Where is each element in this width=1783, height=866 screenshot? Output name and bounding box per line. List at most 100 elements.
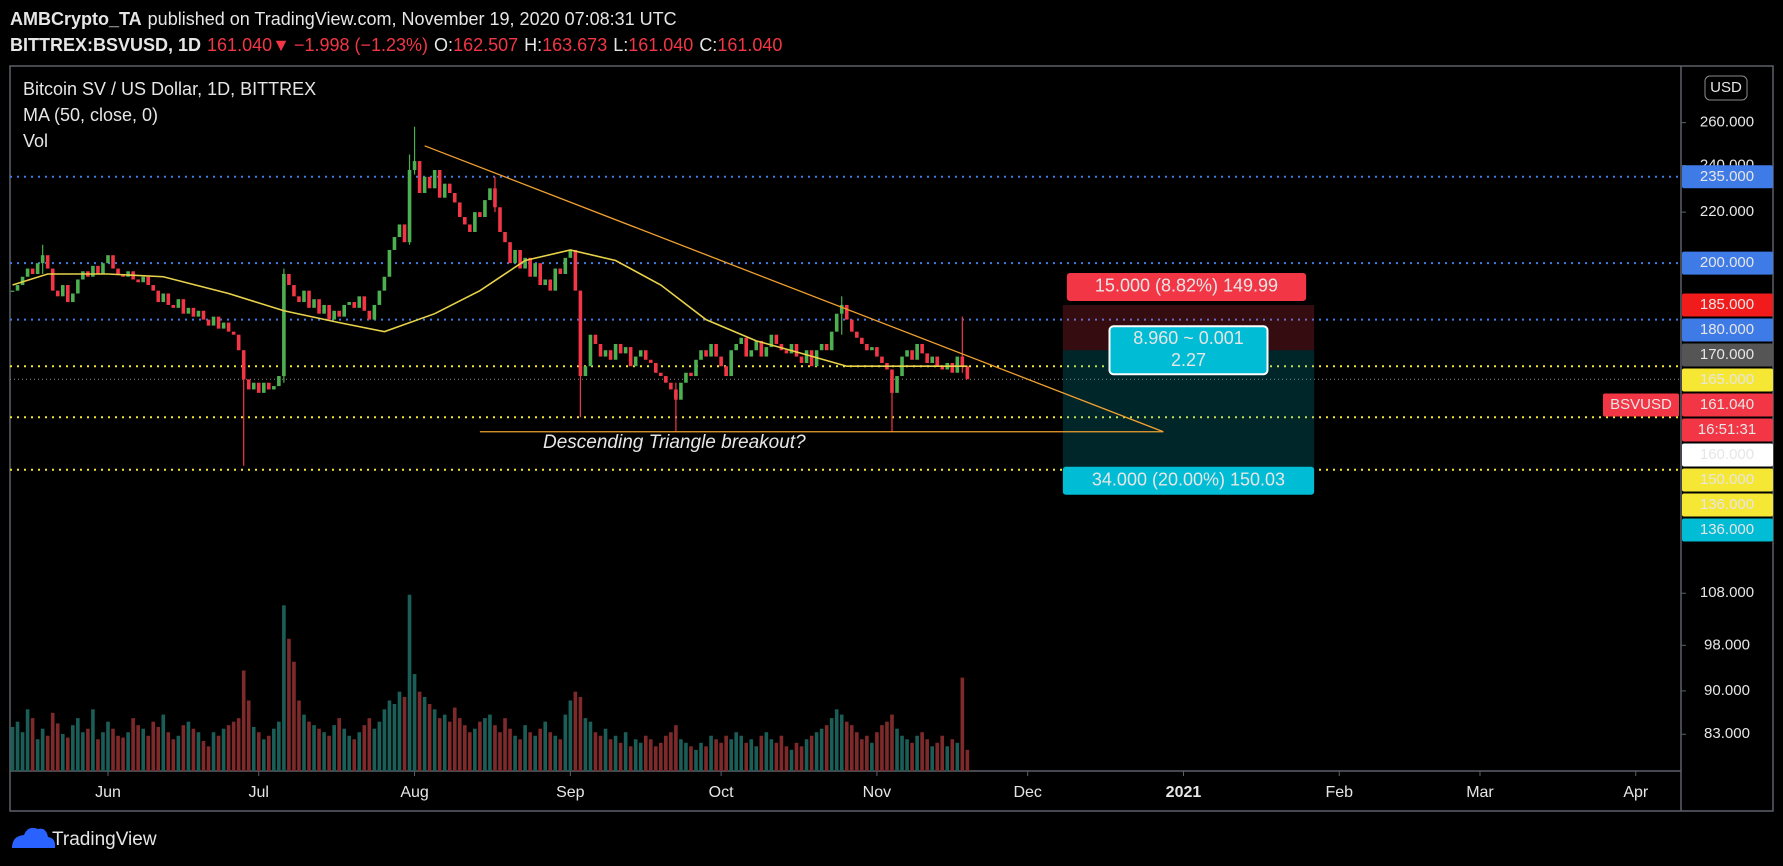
volume-bar bbox=[40, 728, 45, 771]
volume-bar bbox=[387, 700, 392, 771]
candle-body bbox=[503, 231, 507, 243]
volume-bar bbox=[915, 735, 919, 771]
price-box-label: 136.000 bbox=[1700, 496, 1754, 513]
volume-bar bbox=[292, 661, 296, 771]
candle-body bbox=[618, 343, 623, 354]
candle-body bbox=[382, 276, 387, 291]
volume-bar bbox=[865, 735, 869, 771]
volume-bar bbox=[181, 725, 186, 771]
volume-bar bbox=[709, 735, 713, 771]
volume-bar bbox=[161, 714, 166, 771]
volume-bar bbox=[704, 746, 708, 771]
volume-bar bbox=[277, 721, 281, 771]
volume-bar bbox=[483, 718, 487, 771]
volume-bar bbox=[885, 721, 889, 771]
volume-bar bbox=[362, 725, 367, 771]
x-tick-label: Dec bbox=[1013, 784, 1041, 801]
volume-bar bbox=[402, 696, 407, 771]
volume-bar bbox=[297, 700, 301, 771]
candle-body bbox=[437, 170, 442, 198]
candle-body bbox=[950, 362, 955, 373]
candle-body bbox=[231, 331, 236, 335]
x-tick-label: Nov bbox=[863, 784, 891, 801]
volume-bar bbox=[312, 725, 316, 771]
volume-bar bbox=[759, 735, 764, 771]
candle-body bbox=[442, 183, 447, 198]
volume-bar bbox=[950, 739, 955, 771]
candle-body bbox=[829, 331, 834, 351]
center-label: 2.27 bbox=[1171, 350, 1206, 370]
volume-bar bbox=[945, 746, 950, 771]
volume-bar bbox=[452, 707, 457, 771]
candle-body bbox=[819, 343, 824, 351]
candle-body bbox=[910, 350, 914, 360]
x-tick-label: Feb bbox=[1325, 784, 1353, 801]
annotation: Descending Triangle breakout? bbox=[543, 432, 806, 453]
candle-body bbox=[171, 304, 176, 308]
candle-body bbox=[855, 331, 859, 338]
candle-body bbox=[643, 350, 648, 360]
volume-bar bbox=[769, 739, 774, 771]
volume-bar bbox=[372, 728, 377, 771]
candle-body bbox=[623, 347, 628, 354]
candle-body bbox=[478, 212, 482, 218]
volume-bar bbox=[322, 732, 326, 771]
candle-body bbox=[769, 334, 774, 348]
price-box bbox=[1682, 518, 1773, 542]
volume-bar bbox=[121, 737, 125, 771]
candle-body bbox=[452, 192, 457, 203]
candle-body bbox=[256, 382, 261, 393]
volume-bar bbox=[834, 709, 839, 771]
candle-body bbox=[302, 290, 306, 303]
volume-bar bbox=[960, 677, 965, 771]
volume-bar bbox=[45, 735, 50, 771]
candle-body bbox=[412, 161, 417, 171]
volume-bar bbox=[427, 704, 432, 771]
volume-bar bbox=[633, 739, 638, 771]
volume-bar bbox=[538, 728, 542, 771]
candle-body bbox=[432, 170, 437, 189]
candle-body bbox=[81, 271, 85, 280]
volume-bar bbox=[920, 732, 924, 771]
price-box bbox=[1682, 318, 1773, 342]
price-box bbox=[1682, 443, 1773, 467]
price-box bbox=[1682, 468, 1773, 492]
volume-bar bbox=[488, 714, 492, 771]
stop-label-box bbox=[1066, 272, 1307, 301]
quote-line: BITTREX:BSVUSD, 1D 161.040▼ −1.998 (−1.23%… bbox=[10, 35, 782, 55]
volume-bar bbox=[774, 742, 779, 771]
volume-bar bbox=[30, 718, 35, 771]
volume-bar bbox=[156, 726, 161, 771]
volume-bar bbox=[784, 746, 789, 771]
candle-body bbox=[875, 347, 879, 357]
volume-bar bbox=[65, 737, 70, 771]
volume-bar bbox=[76, 718, 80, 771]
volume-bar bbox=[216, 735, 221, 771]
volume-bar bbox=[714, 739, 718, 771]
candle-body bbox=[593, 334, 598, 344]
volume-bar bbox=[10, 726, 15, 771]
volume-bar bbox=[804, 739, 809, 771]
price-box-label: 160.000 bbox=[1700, 446, 1754, 463]
volume-bar bbox=[191, 728, 196, 771]
candle-body bbox=[543, 279, 548, 286]
volume-bar bbox=[251, 726, 256, 771]
x-tick-label: 2021 bbox=[1166, 784, 1202, 801]
currency-button[interactable] bbox=[1704, 75, 1748, 101]
candle-body bbox=[156, 290, 161, 303]
volume-bar bbox=[895, 728, 899, 771]
volume-bar bbox=[417, 691, 422, 771]
candle-body bbox=[196, 310, 201, 317]
volume-bar bbox=[60, 733, 65, 771]
x-tick-label: Sep bbox=[556, 784, 585, 801]
volume-bar bbox=[643, 735, 648, 771]
volume-bar bbox=[71, 725, 75, 771]
volume-bar bbox=[508, 728, 512, 771]
volume-bar bbox=[201, 741, 206, 771]
candle-body bbox=[759, 340, 764, 357]
volume-bar bbox=[256, 732, 261, 771]
candle-body bbox=[588, 334, 593, 367]
candle-body bbox=[10, 290, 15, 292]
x-tick-label: Apr bbox=[1623, 784, 1649, 801]
